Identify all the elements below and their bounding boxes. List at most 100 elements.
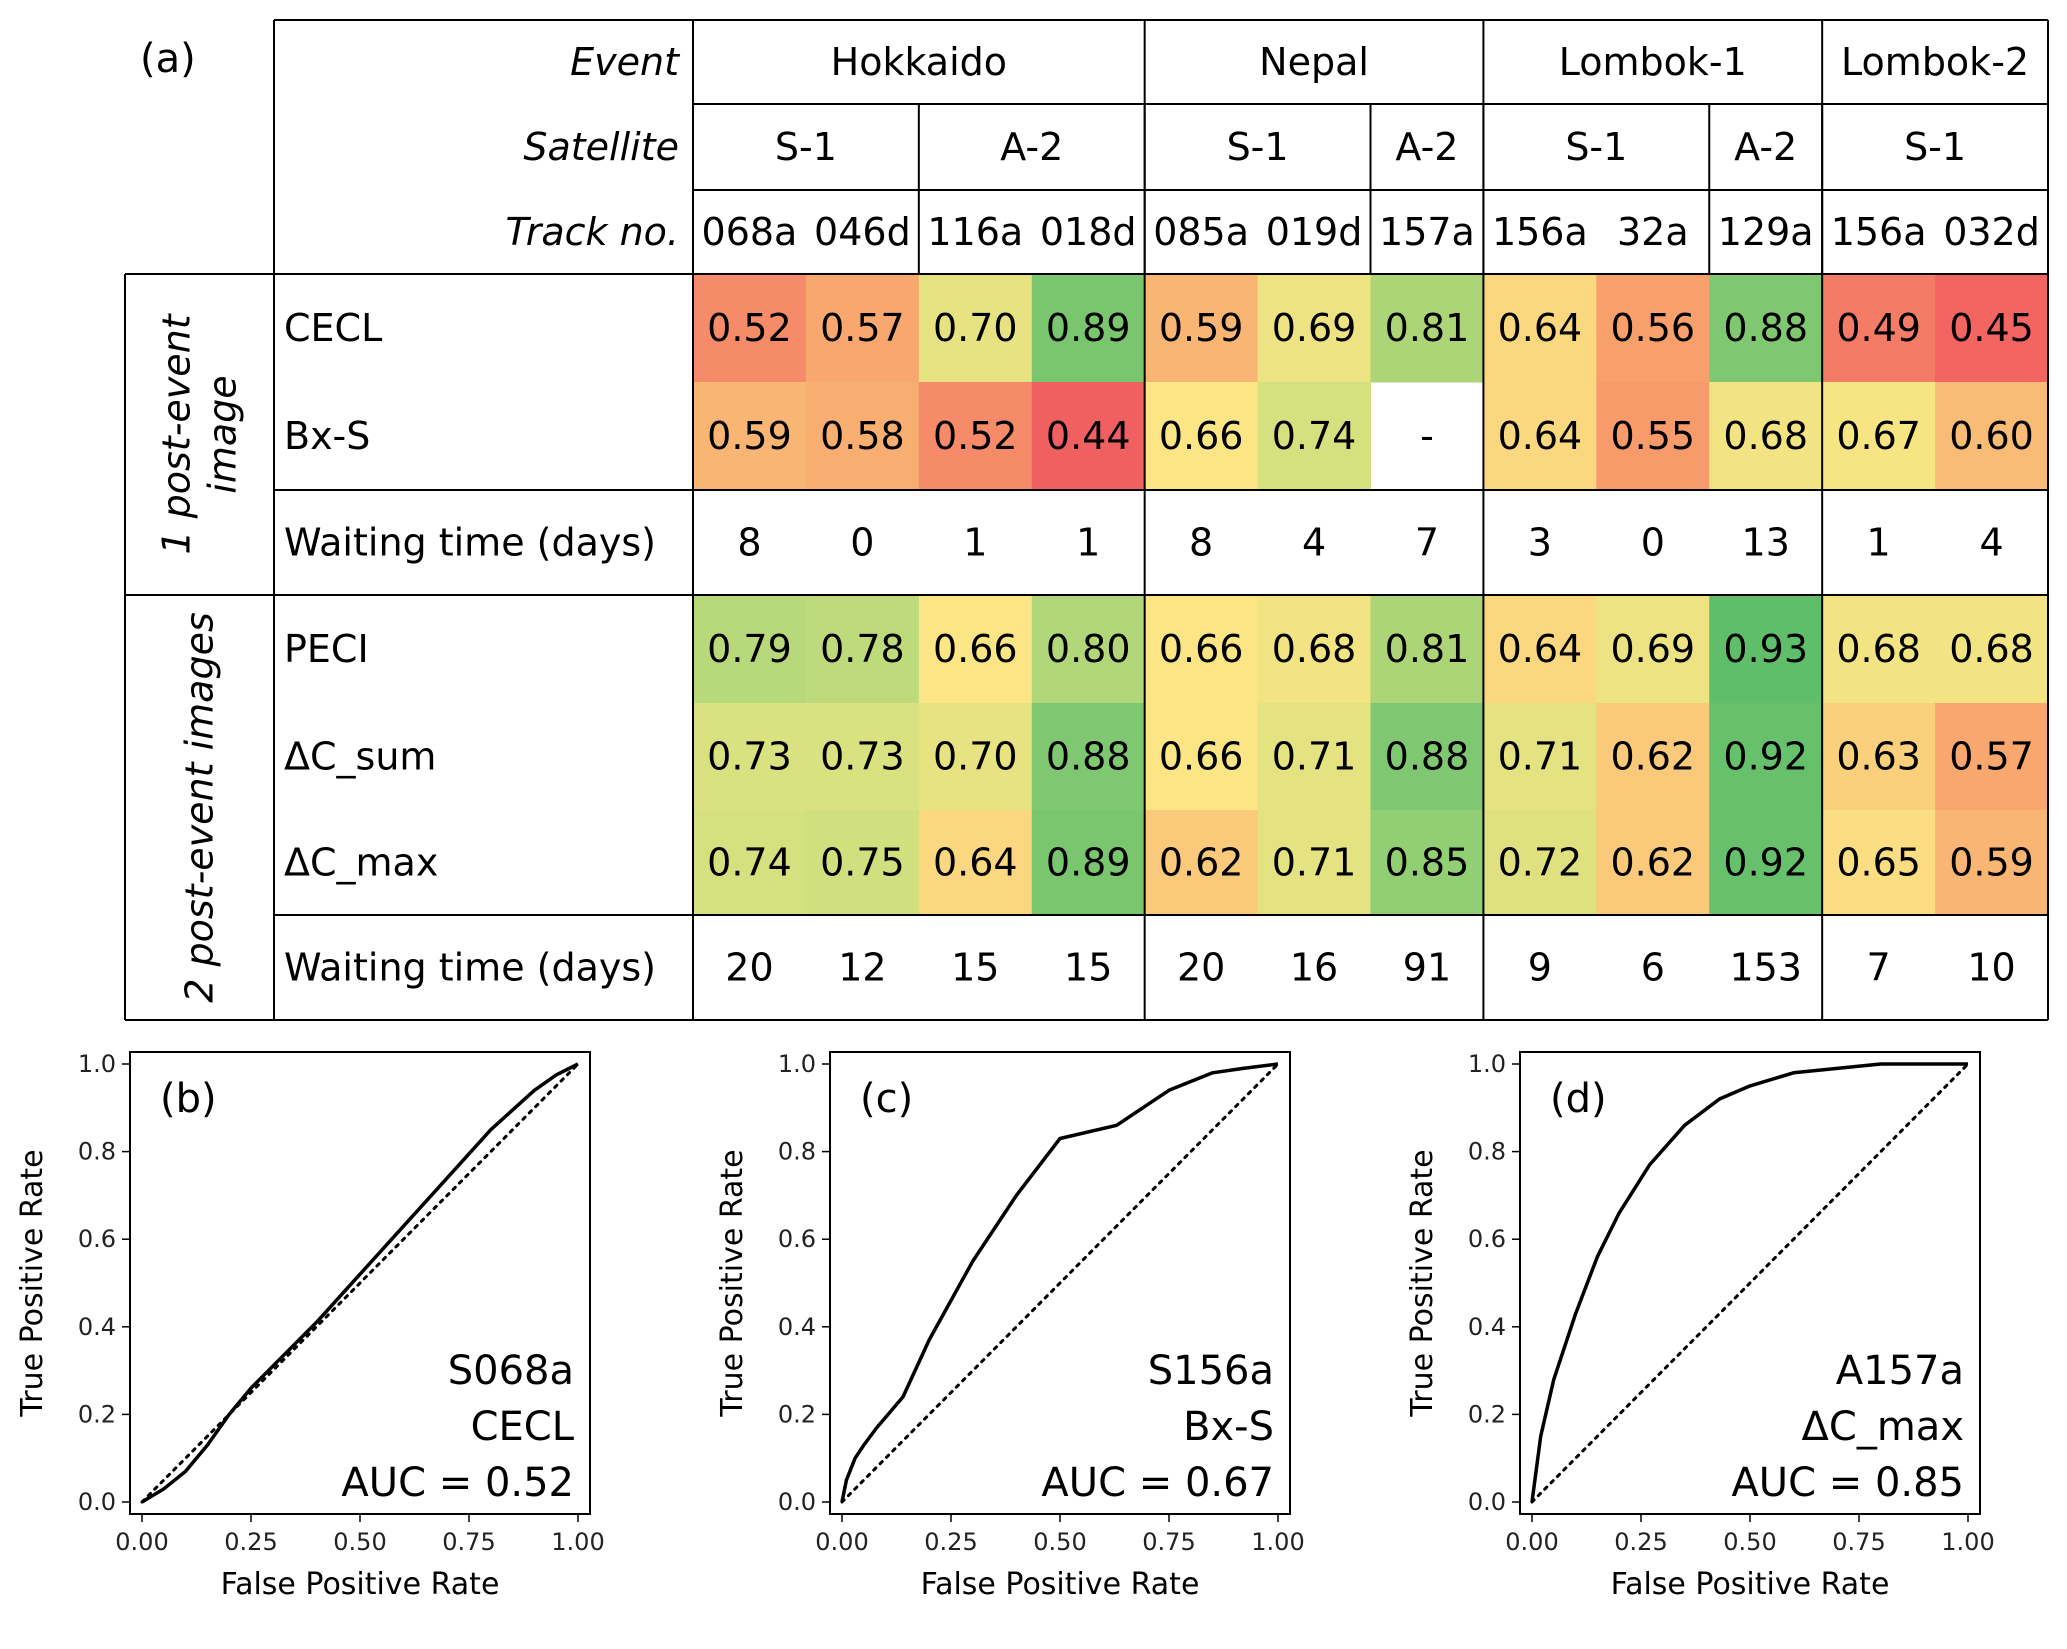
heat-cell: [693, 382, 807, 491]
value-cell: 0.69: [1610, 627, 1695, 671]
y-axis-label: True Positive Rate: [15, 1149, 50, 1417]
x-tick-label: 0.50: [333, 1528, 386, 1556]
value-cell: 0.68: [1949, 627, 2034, 671]
heat-cell: [1370, 810, 1484, 916]
value-cell: 0.89: [1046, 841, 1131, 885]
heat-cell: [1144, 382, 1259, 491]
value-cell: 7: [1415, 521, 1439, 565]
x-tick-label: 0.50: [1033, 1528, 1086, 1556]
value-cell: 0.52: [933, 414, 1018, 458]
y-tick-label: 1.0: [778, 1050, 816, 1078]
heat-cell: [1483, 703, 1597, 811]
panel-label: (d): [1550, 1076, 1607, 1122]
heat-cell: [1257, 274, 1371, 383]
heat-cell: [805, 810, 920, 916]
y-tick-label: 0.8: [1468, 1138, 1506, 1166]
value-cell: 0.64: [1498, 414, 1583, 458]
track-label: 116a: [927, 210, 1023, 254]
satellite-label: A-2: [1395, 125, 1458, 169]
event-label: Lombok-2: [1841, 40, 2029, 84]
roc-panel-c: 0.00 0.25 0.50 0.75 1.00 0.0 0.2 0.4 0.6 0.8 1.0 Fa…: [700, 1030, 1380, 1649]
y-tick-label: 0.2: [78, 1400, 116, 1428]
value-cell: 0.73: [820, 735, 905, 779]
heat-cell: [918, 595, 1033, 704]
value-cell: 0: [850, 521, 874, 565]
value-cell: 0.59: [1159, 306, 1244, 350]
value-cell: 0.92: [1723, 841, 1808, 885]
heat-cell: [1144, 810, 1259, 916]
header-row-label: Track no.: [505, 210, 679, 254]
annotation-line: ΔC_max: [1802, 1404, 1964, 1450]
value-cell: 1: [1076, 521, 1100, 565]
value-cell: 0.57: [1949, 735, 2034, 779]
heat-cell: [805, 703, 920, 811]
header-row-label: Event: [570, 40, 681, 84]
value-cell: 8: [1189, 521, 1213, 565]
value-cell: 0.59: [1949, 841, 2034, 885]
satellite-label: A-2: [1734, 125, 1797, 169]
heat-cell: [1031, 274, 1146, 383]
y-tick-label: 0.0: [1468, 1488, 1506, 1516]
heat-cell: [1822, 810, 1936, 916]
value-cell: 0.59: [707, 414, 792, 458]
value-cell: 0.85: [1385, 841, 1470, 885]
heat-cell: [1709, 595, 1823, 704]
roc-curve: [1530, 1062, 1968, 1503]
track-label: 019d: [1266, 210, 1363, 254]
value-cell: 0.71: [1272, 841, 1357, 885]
heat-cell: [1822, 595, 1936, 704]
heat-cell: [1370, 595, 1484, 704]
value-cell: 1: [963, 521, 987, 565]
heat-cell: [1483, 595, 1597, 704]
row-label: ΔC_sum: [284, 735, 436, 779]
heat-cell: [1709, 274, 1823, 383]
panel-label: (c): [860, 1076, 913, 1122]
x-tick-label: 0.00: [115, 1528, 168, 1556]
y-tick-label: 0.0: [778, 1488, 816, 1516]
value-cell: 0.88: [1723, 306, 1808, 350]
value-cell: 20: [725, 946, 773, 990]
value-cell: 0.71: [1272, 735, 1357, 779]
track-label: 156a: [1831, 210, 1927, 254]
track-label: 129a: [1718, 210, 1814, 254]
x-axis-label: False Positive Rate: [1611, 1567, 1890, 1602]
heat-cell: [1257, 810, 1371, 916]
heat-cell: [918, 382, 1033, 491]
value-cell: 8: [737, 521, 761, 565]
value-cell: 0.66: [933, 627, 1018, 671]
value-cell: 0.62: [1610, 841, 1695, 885]
heat-cell: [805, 382, 920, 491]
heat-cell: [1822, 703, 1936, 811]
roc-panel-b: 0.00 0.25 0.50 0.75 1.00 0.0 0.2 0.4 0.6 0.8 1.0 Fa…: [0, 1030, 680, 1649]
value-cell: 0.64: [1498, 627, 1583, 671]
track-label: 068a: [702, 210, 798, 254]
x-tick-label: 0.25: [924, 1528, 977, 1556]
row-label: Bx-S: [284, 414, 370, 458]
heat-cell: [693, 595, 807, 704]
value-cell: 20: [1177, 946, 1225, 990]
value-cell: 0: [1641, 521, 1665, 565]
value-cell: 0.74: [707, 841, 792, 885]
annotation-line: AUC = 0.67: [1041, 1460, 1274, 1506]
heat-cell: [1822, 382, 1936, 491]
y-tick-label: 0.6: [1468, 1225, 1506, 1253]
value-cell: 0.89: [1046, 306, 1131, 350]
value-cell: 15: [951, 946, 999, 990]
x-axis-label: False Positive Rate: [221, 1567, 500, 1602]
annotation-line: AUC = 0.85: [1731, 1460, 1964, 1506]
heat-cell: [1031, 810, 1146, 916]
heat-cell: [805, 274, 920, 383]
heat-cell: [693, 274, 807, 383]
heat-cell: [1596, 595, 1710, 704]
row-label: CECL: [284, 306, 382, 350]
heat-cell: [693, 810, 807, 916]
y-tick-label: 0.0: [78, 1488, 116, 1516]
value-cell: 0.81: [1385, 306, 1470, 350]
heat-cell: [1596, 274, 1710, 383]
value-cell: 0.68: [1836, 627, 1921, 671]
value-cell: 0.75: [820, 841, 905, 885]
track-label: 046d: [814, 210, 911, 254]
header-row-label: Satellite: [523, 125, 679, 169]
annotation-line: S156a: [1148, 1348, 1274, 1394]
heat-cell: [1370, 703, 1484, 811]
